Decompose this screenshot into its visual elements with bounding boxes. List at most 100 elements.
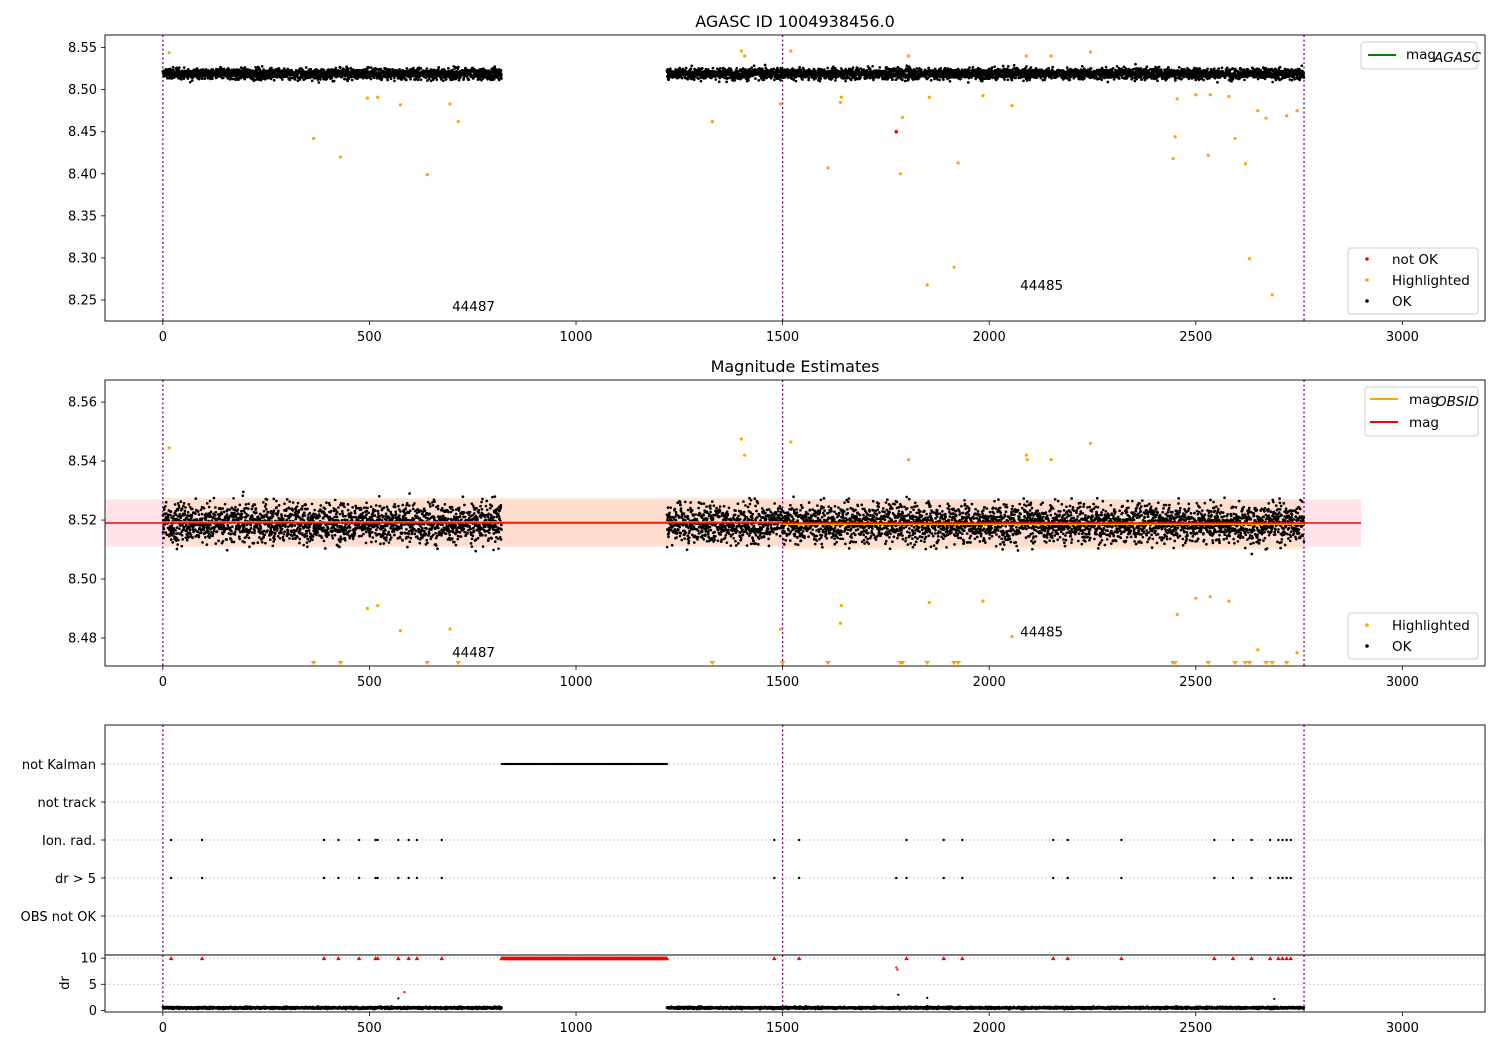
ok-point <box>1003 78 1006 81</box>
ok-point <box>211 77 214 80</box>
ok-point <box>903 79 907 83</box>
ok-point <box>188 80 192 84</box>
ok-point <box>310 79 314 83</box>
ok-point <box>500 73 503 76</box>
ok-point <box>686 77 690 81</box>
ok-point <box>440 76 444 80</box>
ok-point <box>668 67 672 71</box>
ok-point <box>177 66 181 69</box>
ok-point <box>678 68 682 72</box>
ok-point <box>254 66 257 69</box>
ok-point <box>380 76 384 80</box>
ok-point <box>1006 65 1010 68</box>
ok-point <box>717 80 721 84</box>
ok-point <box>826 66 830 70</box>
ok-point <box>330 76 334 80</box>
ok-point <box>389 77 393 81</box>
ok-point <box>929 79 933 82</box>
ok-point <box>369 77 373 81</box>
ok-point <box>260 77 264 81</box>
ok-point <box>343 77 346 81</box>
ok-point <box>1156 79 1159 83</box>
ok-point <box>1140 78 1143 81</box>
ok-point <box>222 76 225 80</box>
ok-point <box>844 79 847 83</box>
ok-point <box>915 67 919 70</box>
ok-point <box>1014 76 1018 79</box>
ok-point <box>1111 66 1115 70</box>
ok-point <box>1068 78 1072 82</box>
ok-point <box>203 77 207 80</box>
ok-point <box>1010 78 1014 82</box>
ok-point <box>772 67 776 71</box>
ok-point <box>372 76 376 80</box>
ok-point <box>493 65 497 68</box>
ok-point <box>907 78 910 81</box>
ok-point <box>334 66 338 70</box>
ok-point <box>441 79 445 83</box>
ok-point <box>369 66 373 69</box>
ok-point <box>818 79 822 83</box>
ok-point <box>1006 78 1010 82</box>
ok-point <box>386 78 389 82</box>
ok-point <box>699 79 703 83</box>
ok-point <box>779 78 782 82</box>
ok-point <box>971 65 975 69</box>
ok-point <box>1029 66 1033 69</box>
ok-point <box>747 78 750 82</box>
ok-point <box>819 77 823 80</box>
ok-point <box>435 78 439 81</box>
panel-title: AGASC ID 1004938456.0 <box>695 12 895 31</box>
ok-point <box>735 67 739 70</box>
ok-point <box>365 68 369 72</box>
ok-point <box>1022 79 1025 83</box>
ok-point <box>388 68 392 72</box>
ok-point <box>332 79 336 83</box>
ok-point <box>794 79 798 83</box>
ok-point <box>499 69 503 72</box>
ok-point <box>416 78 420 82</box>
ok-point <box>714 78 718 81</box>
ok-point <box>798 65 801 69</box>
ok-point <box>966 81 970 84</box>
ok-point <box>182 66 186 69</box>
ok-point <box>1157 65 1161 69</box>
ok-point <box>319 78 322 81</box>
ok-point <box>754 77 757 80</box>
ok-point <box>773 78 776 82</box>
ok-point <box>1012 64 1016 67</box>
ok-point <box>757 79 761 82</box>
ok-point <box>1130 77 1134 81</box>
ok-point <box>437 65 441 69</box>
ok-point <box>1025 65 1028 68</box>
ok-point <box>1080 64 1084 68</box>
ok-point <box>851 66 855 69</box>
ok-point <box>725 80 729 84</box>
ok-point <box>230 68 234 72</box>
ok-point <box>834 79 837 82</box>
ok-point <box>182 77 186 81</box>
ok-point <box>700 66 704 70</box>
ok-point <box>920 68 923 72</box>
ok-point <box>763 63 767 67</box>
ok-point <box>186 77 190 80</box>
ok-point <box>419 78 423 82</box>
ok-point <box>1039 76 1043 80</box>
ok-point <box>871 64 875 68</box>
ok-point <box>942 78 945 81</box>
ok-point <box>201 77 204 81</box>
ok-point <box>692 78 696 82</box>
ok-point <box>1106 80 1110 84</box>
ok-point <box>269 77 273 81</box>
ok-point <box>968 66 971 69</box>
ok-point <box>690 64 694 68</box>
ok-point <box>239 66 243 69</box>
ok-point <box>948 79 952 83</box>
ok-point <box>239 76 243 80</box>
ok-point <box>990 66 994 69</box>
ok-point <box>1145 65 1149 69</box>
ok-point <box>198 77 201 81</box>
ok-point <box>719 67 722 70</box>
